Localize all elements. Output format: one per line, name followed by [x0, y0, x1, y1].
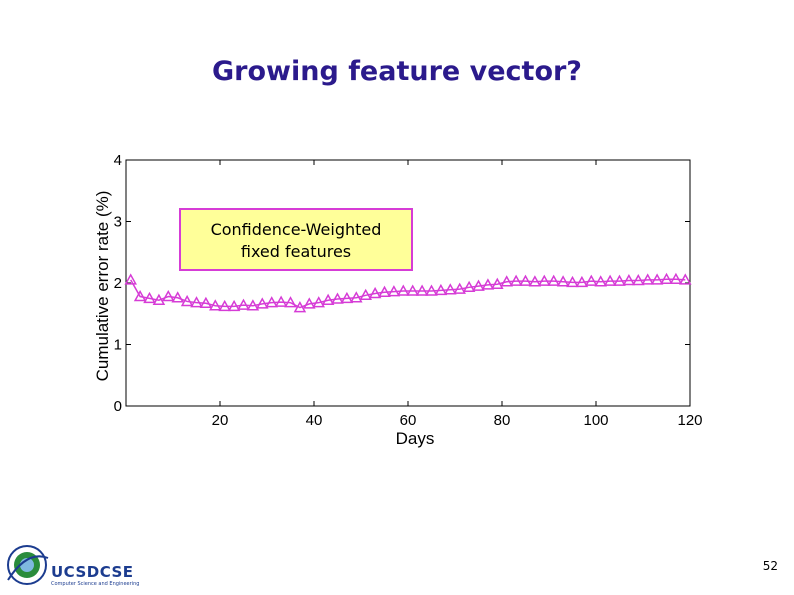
series-point: [265, 296, 278, 308]
series-point: [218, 299, 231, 312]
page-number: 52: [762, 559, 778, 573]
series-point: [547, 274, 560, 286]
series-point: [387, 285, 401, 297]
logo-subtext: Computer Science and Engineering: [51, 581, 140, 587]
plot-area: [125, 159, 691, 407]
x-axis-label: Days: [396, 429, 435, 448]
series-point: [509, 274, 523, 286]
series-point: [679, 273, 692, 285]
series-point: [321, 293, 335, 305]
series-point: [556, 275, 570, 287]
series-point: [585, 274, 598, 286]
series-point: [519, 274, 532, 286]
series-point: [293, 301, 307, 313]
x-tick-label: 40: [306, 412, 323, 429]
series-point: [415, 284, 429, 296]
series-point: [491, 277, 504, 289]
series-point: [500, 275, 513, 287]
y-tick-label: 2: [114, 275, 122, 292]
annotation-box: [179, 208, 413, 271]
annotation-text-line: fixed features: [241, 242, 351, 261]
series-point: [641, 273, 654, 285]
series-point: [274, 295, 288, 307]
series-point: [303, 297, 316, 309]
x-tick-label: 100: [583, 412, 608, 429]
series-point: [368, 286, 382, 299]
series-point: [632, 273, 645, 286]
series-point: [453, 282, 466, 294]
series-point: [538, 274, 551, 286]
series-point: [124, 273, 137, 285]
series-point: [425, 284, 438, 296]
series-line: [130, 278, 686, 309]
series-point: [566, 275, 579, 288]
x-tick-label: 120: [677, 412, 702, 429]
x-tick-label: 80: [494, 412, 511, 429]
series-point: [162, 289, 175, 302]
series-point: [171, 291, 184, 303]
series-point: [660, 272, 673, 285]
y-tick-label: 4: [114, 152, 122, 169]
series-point: [143, 291, 156, 304]
series-point: [312, 296, 325, 308]
series-point: [256, 297, 269, 309]
series-point: [284, 296, 297, 308]
series-point: [434, 283, 448, 296]
y-tick-label: 1: [114, 337, 122, 354]
series-point: [472, 279, 485, 291]
series-point: [603, 274, 617, 286]
series-point: [622, 273, 636, 286]
series-point: [575, 275, 589, 288]
series-point: [528, 275, 542, 287]
series-point: [227, 299, 241, 312]
slide-title: Growing feature vector?: [212, 56, 582, 87]
series-point: [209, 299, 222, 311]
y-axis-label: Cumulative error rate (%): [93, 191, 112, 382]
series-point: [180, 294, 194, 307]
series-point: [152, 293, 166, 305]
series-point: [444, 283, 457, 295]
y-tick-label: 0: [114, 398, 122, 415]
series-point: [190, 296, 203, 308]
annotation-text-line: Confidence-Weighted: [211, 220, 382, 239]
series-point: [397, 284, 410, 296]
series-point: [613, 274, 626, 286]
series-point: [481, 278, 495, 290]
series-point: [199, 296, 213, 309]
ucsd-logo-icon: [7, 545, 49, 585]
series-point: [378, 285, 391, 297]
series-point: [237, 298, 250, 310]
series-point: [650, 273, 664, 285]
series-point: [406, 284, 419, 296]
series-point: [133, 289, 147, 302]
series-point: [246, 299, 260, 311]
series-point: [462, 280, 476, 293]
series-point: [331, 292, 344, 304]
series-point: [359, 288, 372, 301]
series-point: [669, 272, 683, 285]
x-tick-label: 20: [212, 412, 229, 429]
y-tick-label: 3: [114, 214, 122, 231]
series-point: [340, 291, 354, 304]
logo-text: UCSDCSE: [51, 563, 134, 581]
series-point: [350, 291, 363, 303]
series-point: [594, 275, 607, 287]
x-tick-label: 60: [400, 412, 417, 429]
